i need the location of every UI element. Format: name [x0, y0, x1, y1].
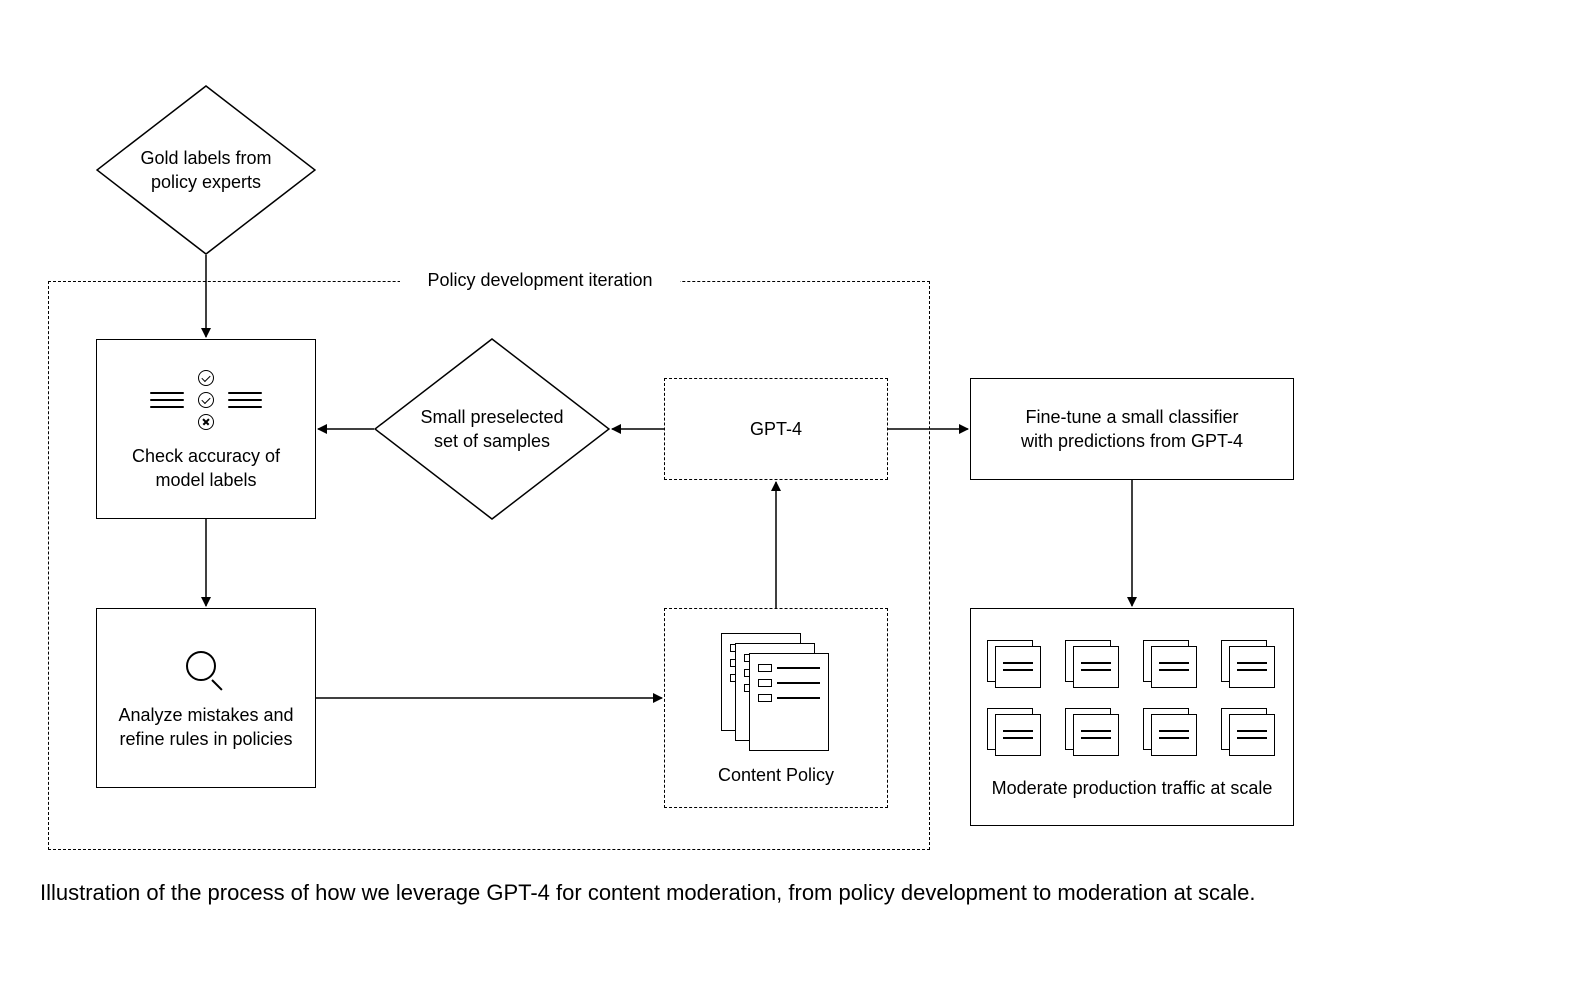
docgrid-icon [981, 640, 1283, 758]
iteration-box-label: Policy development iteration [400, 270, 680, 291]
node-fine-tune: Fine-tune a small classifierwith predict… [970, 378, 1294, 480]
diagram-canvas: Policy development iteration Gold labels… [0, 0, 1572, 1000]
node-samples-label: Small preselectedset of samples [374, 338, 610, 520]
node-check-accuracy: Check accuracy ofmodel labels [96, 339, 316, 519]
node-content-policy: Content Policy [664, 608, 888, 808]
node-gold-labels-label: Gold labels frompolicy experts [96, 85, 316, 255]
diagram-caption: Illustration of the process of how we le… [40, 878, 1532, 909]
magnify-icon [184, 649, 228, 693]
node-samples: Small preselectedset of samples [374, 338, 610, 520]
node-gpt4: GPT-4 [664, 378, 888, 480]
node-content-policy-label: Content Policy [718, 763, 834, 787]
node-analyze-mistakes: Analyze mistakes andrefine rules in poli… [96, 608, 316, 788]
node-moderate-scale: Moderate production traffic at scale [970, 608, 1294, 826]
node-check-accuracy-label: Check accuracy ofmodel labels [132, 444, 280, 493]
node-fine-tune-label: Fine-tune a small classifierwith predict… [1021, 405, 1243, 454]
docstack-icon [721, 633, 831, 753]
checklist-icon [150, 370, 262, 430]
node-analyze-mistakes-label: Analyze mistakes andrefine rules in poli… [118, 703, 293, 752]
node-gpt4-label: GPT-4 [750, 417, 802, 441]
node-gold-labels: Gold labels frompolicy experts [96, 85, 316, 255]
node-moderate-scale-label: Moderate production traffic at scale [992, 776, 1273, 800]
